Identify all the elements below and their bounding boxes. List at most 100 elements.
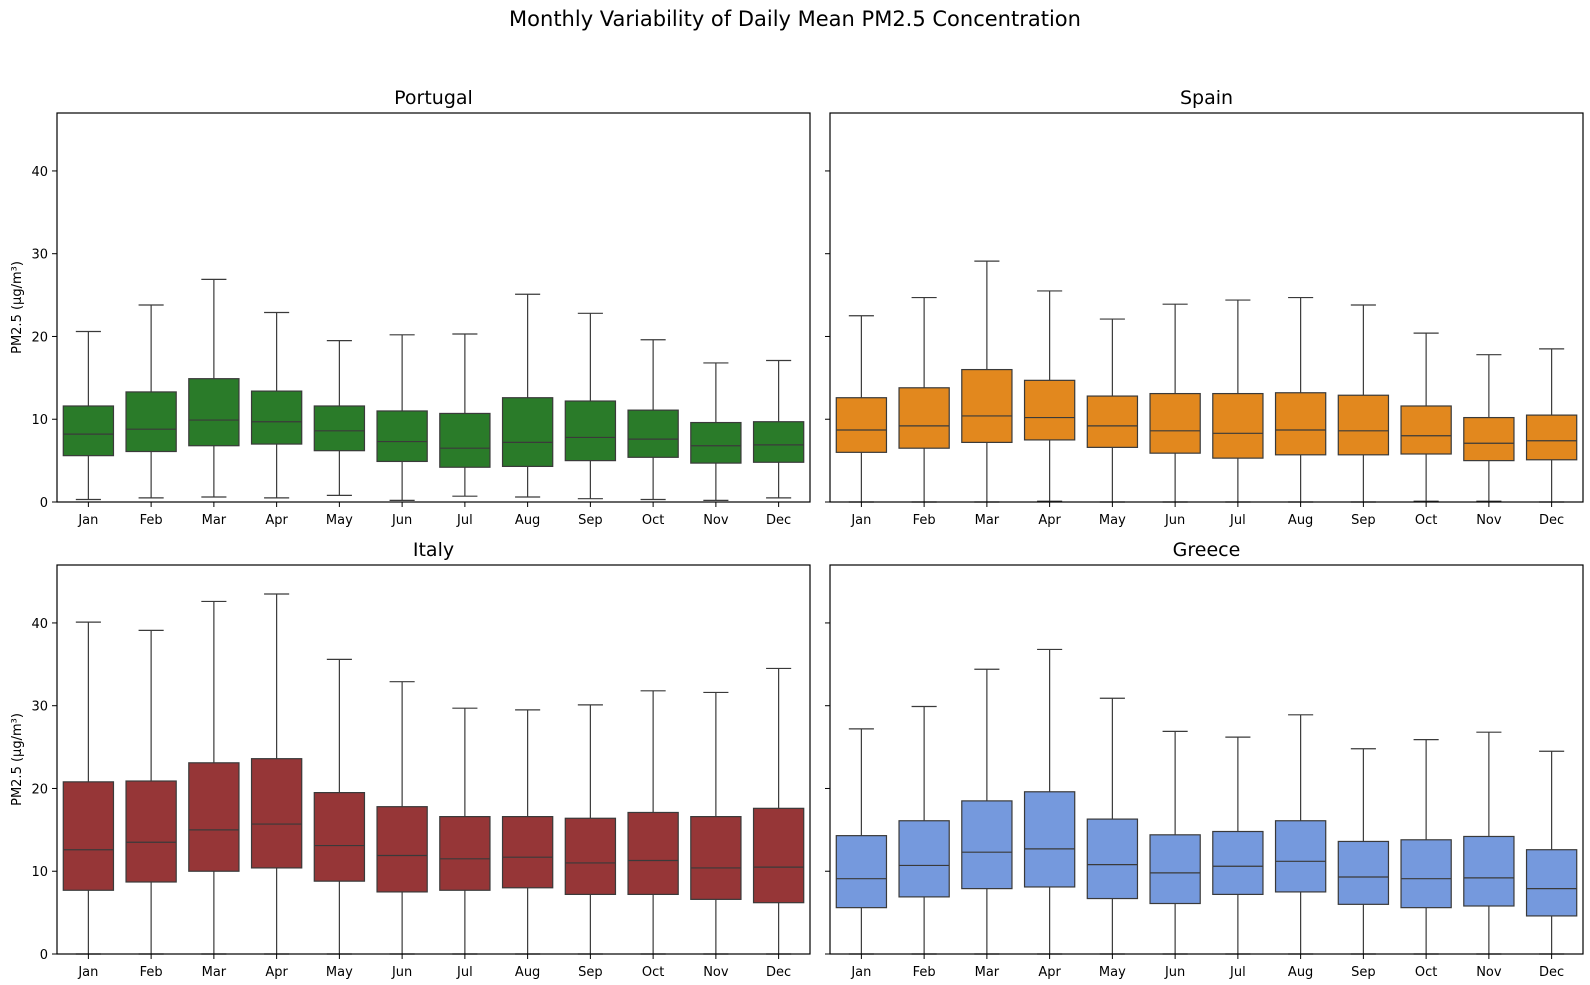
box-body [439,816,491,891]
subplot-spain: Spain Jan Feb Mar Apr May Jun Jul Aug Sep Oct Nov De… [825,87,1584,528]
y-tick-label: 0 [40,496,48,511]
box-nov [690,362,742,501]
x-tick-label: Dec [766,965,791,980]
box-body [1337,840,1390,905]
x-tick-label: Mar [975,513,1000,528]
box-body [439,412,491,468]
box-body [1212,392,1264,459]
y-tick-label: 10 [31,413,48,428]
axes-frame [829,564,1584,955]
box-apr [250,593,303,955]
box-apr [1023,648,1076,955]
box-nov [1463,354,1515,502]
box-body [501,397,554,468]
box-body [898,387,950,449]
x-tick-label: Jul [1229,965,1246,980]
x-tick-label: May [326,513,353,528]
x-tick-label: Sep [578,513,603,528]
subplot-title: Portugal [394,87,473,109]
x-tick-label: Jan [850,965,871,980]
box-oct [1400,332,1452,502]
box-body [188,762,240,872]
box-body [1149,834,1201,905]
y-axis-label: PM2.5 (µg/m³) [10,261,25,354]
x-tick-label: Jan [850,513,871,528]
box-body [898,820,950,898]
subplot-greece: Greece Jan Feb Mar Apr May Jun Jul Aug Sep Oct Nov D… [825,539,1584,980]
x-tick-label: Jan [77,513,98,528]
x-tick-label: Apr [265,513,288,528]
x-tick-label: Jan [77,965,98,980]
box-body [1086,395,1139,448]
axes-frame [56,564,811,955]
box-body [313,792,366,882]
x-tick-label: Mar [202,965,227,980]
subplot-title: Greece [1173,539,1241,561]
box-jul [1212,736,1264,955]
x-tick-label: Sep [1351,965,1376,980]
subplot-title: Spain [1180,87,1233,109]
x-tick-label: Apr [1038,513,1061,528]
box-sep [564,704,617,955]
box-feb [898,296,950,503]
subplot-title: Italy [413,539,454,561]
box-body [961,368,1013,444]
box-body [1400,839,1452,909]
box-body [690,816,742,900]
x-tick-label: Mar [975,965,1000,980]
x-tick-label: Feb [913,513,936,528]
box-jan [62,621,115,955]
box-body [1274,392,1327,456]
box-oct [627,690,679,955]
box-oct [627,339,679,501]
box-body [564,817,617,896]
x-tick-label: Dec [1539,965,1564,980]
box-may [313,658,366,955]
box-dec [752,359,805,499]
box-jun [376,681,428,955]
box-body [1023,379,1076,441]
subplot-italy: Italy 0 10 20 30 40 PM2.5 (µg/m³) Jan Feb Mar Apr M… [10,539,811,980]
box-body [62,405,115,457]
box-body [125,391,177,453]
box-body [835,397,888,453]
box-apr [250,311,303,499]
x-tick-label: Mar [202,513,227,528]
box-body [501,816,554,889]
x-tick-label: Nov [1476,513,1502,528]
y-tick-label: 40 [31,617,48,632]
x-tick-label: Apr [265,965,288,980]
box-aug [1274,714,1327,955]
x-tick-label: May [326,965,353,980]
box-may [1086,318,1139,503]
subplot-grid: Portugal 0 10 20 30 40 PM2.5 (µg/m³) Jan Feb Mar A… [10,87,1584,980]
box-jul [1212,299,1264,503]
box-body [1023,791,1076,888]
box-body [690,421,742,464]
x-tick-label: Aug [1288,513,1313,528]
box-body [313,405,366,452]
box-body [1525,414,1578,461]
box-body [1212,830,1264,896]
box-body [250,758,303,869]
y-axis-label: PM2.5 (µg/m³) [10,713,25,806]
x-tick-label: May [1099,965,1126,980]
box-apr [1023,290,1076,502]
box-aug [501,709,554,955]
x-tick-label: Jun [391,965,412,980]
box-body [961,800,1013,890]
box-dec [752,667,805,955]
box-nov [1463,731,1515,955]
x-tick-label: Nov [703,513,729,528]
x-tick-label: Jul [456,513,473,528]
box-jul [439,333,491,497]
x-tick-label: May [1099,513,1126,528]
x-tick-label: Feb [140,965,163,980]
box-feb [125,629,177,955]
box-sep [564,312,617,500]
x-tick-label: Aug [515,513,540,528]
box-jul [439,707,491,955]
y-tick-label: 30 [31,248,48,263]
y-tick-label: 0 [40,948,48,963]
